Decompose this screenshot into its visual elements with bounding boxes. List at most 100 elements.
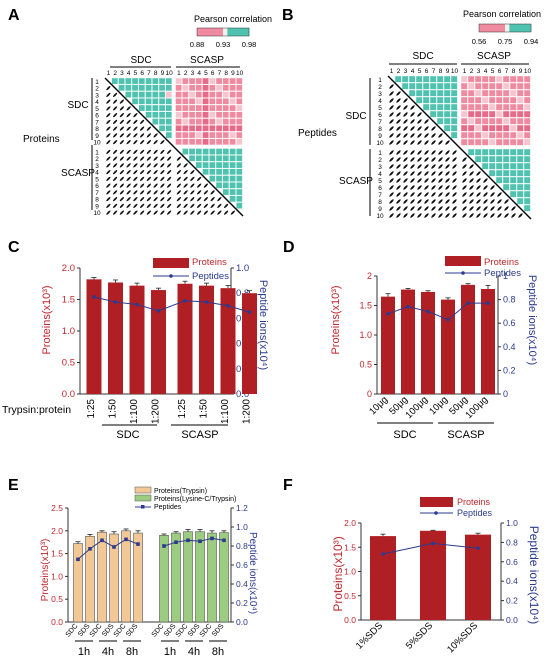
heat-cell: [495, 138, 503, 146]
legend-swatch: [210, 28, 215, 36]
heat-cell: [495, 131, 503, 139]
heat-cell: [188, 77, 196, 85]
row-number: 2: [378, 157, 382, 164]
scatter-thumb: [176, 170, 181, 175]
scatter-thumb: [476, 199, 481, 204]
scatter-thumb: [403, 126, 408, 131]
scatter-thumb: [119, 190, 124, 195]
heat-cell: [195, 77, 203, 85]
scatter-thumb: [431, 126, 436, 131]
heat-cell: [215, 138, 223, 146]
scatter-thumb: [389, 91, 394, 96]
y2-tick-label: 1.0: [236, 263, 249, 274]
scatter-thumb: [452, 171, 457, 176]
scatter-thumb: [126, 126, 131, 131]
bar: [86, 279, 102, 394]
heat-cell: [488, 162, 496, 170]
heat-cell: [202, 168, 209, 176]
scatter-thumb: [452, 157, 457, 162]
heat-cell: [481, 124, 489, 132]
row-number: 6: [378, 112, 382, 119]
peptide-point: [204, 300, 209, 304]
row-number: 3: [378, 91, 382, 98]
row-number: 10: [93, 140, 101, 147]
y2-tick-label: 0.4: [236, 579, 248, 589]
heat-cell: [415, 75, 423, 83]
heat-cell: [236, 175, 243, 182]
heat-cell: [236, 77, 243, 85]
heat-cell: [236, 91, 243, 98]
y-tick-label: 1.0: [51, 571, 63, 581]
legend-swatch: [487, 24, 493, 32]
row-number: 3: [378, 164, 382, 171]
row-number: 7: [95, 119, 99, 126]
heat-cell: [188, 104, 196, 112]
scatter-thumb: [106, 99, 111, 104]
scatter-thumb: [396, 133, 401, 138]
heat-cell: [229, 155, 236, 162]
scatter-thumb: [497, 206, 502, 211]
heat-cell: [209, 91, 216, 98]
col-number: 7: [147, 70, 151, 77]
heat-cell: [209, 138, 216, 146]
heat-cell: [209, 104, 216, 112]
scatter-thumb: [424, 206, 429, 211]
heat-cell: [415, 96, 423, 104]
scatter-thumb: [424, 164, 429, 169]
scatter-thumb: [167, 210, 172, 215]
heat-cell: [215, 182, 223, 189]
peptide-point: [476, 546, 480, 551]
scatter-thumb: [119, 210, 124, 215]
col-number: 9: [519, 68, 523, 75]
scatter-thumb: [445, 178, 450, 183]
scatter-thumb: [106, 140, 111, 145]
legend-swatch: [492, 24, 497, 32]
scatter-thumb: [403, 185, 408, 190]
heat-cell: [415, 82, 423, 90]
scatter-thumb: [126, 203, 131, 208]
heat-cell: [408, 89, 416, 97]
scatter-thumb: [417, 150, 422, 155]
bar: [381, 296, 395, 394]
heat-cell: [523, 75, 531, 83]
heat-cell: [188, 111, 196, 119]
col-number: 4: [127, 70, 131, 77]
scatter-thumb: [133, 203, 138, 208]
peptide-point: [210, 536, 214, 541]
scatter-thumb: [190, 170, 195, 175]
heat-cell: [516, 148, 524, 156]
heat-cell: [509, 82, 517, 90]
heat-cell: [195, 118, 203, 125]
peptide-point: [162, 544, 166, 548]
scatter-thumb: [476, 178, 481, 183]
col-number: 7: [432, 68, 436, 75]
legend-swatch: [244, 28, 250, 36]
chart-d-ylabel: Proteins(x10³): [330, 285, 342, 354]
peptide-point: [156, 309, 161, 313]
heat-cell: [158, 84, 166, 92]
scatter-thumb: [410, 192, 415, 197]
col-group-sdc-a: SDC: [130, 55, 151, 66]
y-tick-label: 1.0: [359, 330, 372, 340]
scatter-thumb: [410, 171, 415, 176]
heat-cell: [222, 188, 230, 196]
scatter-thumb: [113, 156, 118, 161]
scatter-thumb: [203, 197, 208, 202]
category-label: SDS: [125, 623, 140, 639]
scatter-thumb: [389, 171, 394, 176]
heat-cell: [165, 125, 173, 132]
heat-cell: [502, 162, 510, 170]
heat-cell: [516, 124, 524, 132]
category-label: 100μg: [404, 394, 431, 421]
scatter-thumb: [106, 119, 111, 124]
peptide-line: [77, 538, 139, 560]
heat-cell: [523, 138, 531, 146]
heat-cell: [165, 118, 173, 125]
heat-cell: [138, 84, 146, 92]
scatter-thumb: [417, 192, 422, 197]
legend-tick-b-2: 0.94: [524, 37, 539, 46]
scatter-thumb: [119, 140, 124, 145]
col-number: 2: [397, 68, 401, 75]
heat-cell: [516, 155, 524, 163]
heat-cell: [236, 155, 243, 162]
